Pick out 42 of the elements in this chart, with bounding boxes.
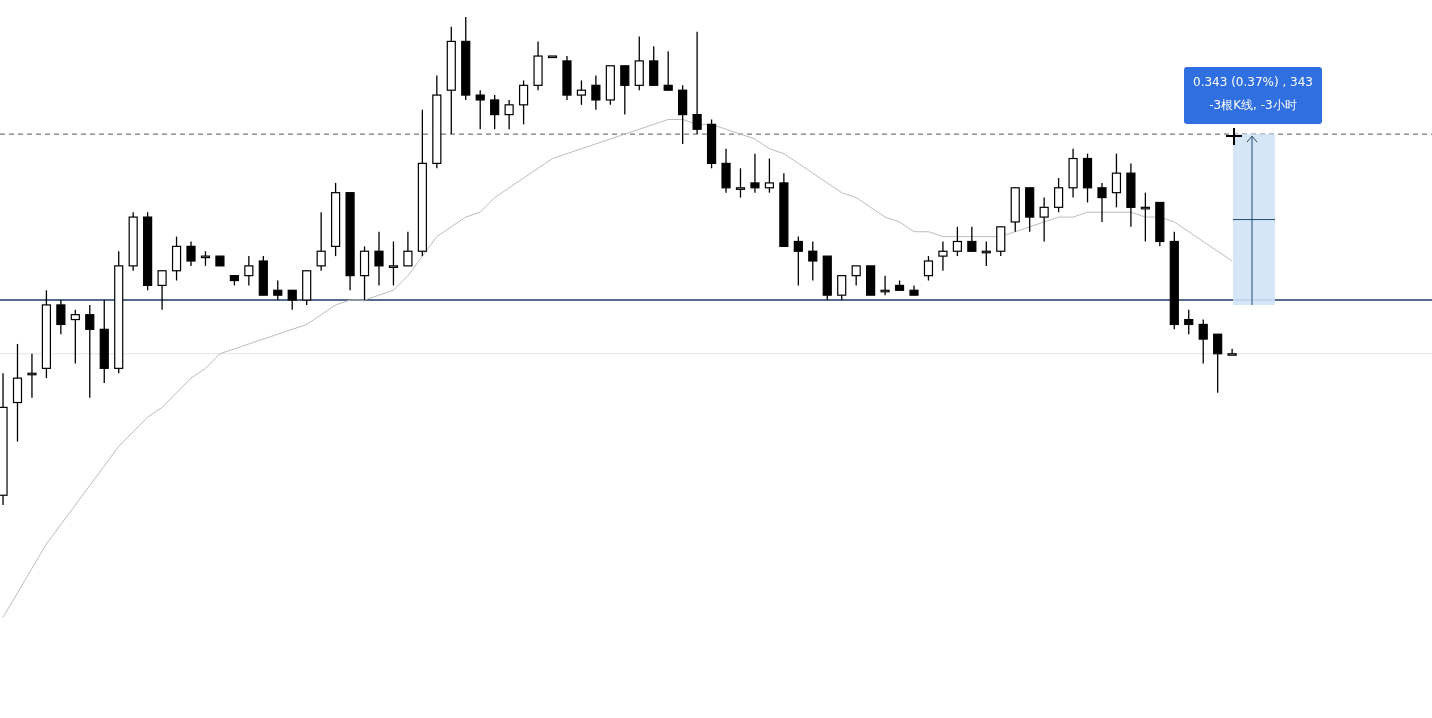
candlestick: [692, 30, 702, 135]
candlestick: [764, 157, 775, 194]
candlestick: [388, 240, 399, 287]
candlestick: [938, 240, 948, 272]
candlestick: [576, 79, 587, 106]
candlestick: [923, 255, 934, 282]
candlestick: [1111, 152, 1122, 208]
candlestick: [316, 211, 326, 272]
candlestick: [403, 231, 413, 267]
candlestick: [287, 289, 297, 311]
candlestick: [518, 79, 529, 126]
candlestick: [793, 235, 803, 287]
candlestick: [952, 226, 962, 257]
candlestick: [374, 231, 384, 287]
candlestick: [663, 50, 673, 91]
candlestick: [244, 255, 254, 287]
candlestick: [475, 89, 485, 130]
candlestick: [967, 226, 977, 252]
candlestick: [1097, 182, 1107, 223]
annotation: -3根K线, -3小时: [1209, 98, 1297, 112]
candlestick: [750, 152, 760, 194]
candlestick: [504, 99, 514, 130]
candlestick: [490, 94, 500, 130]
candlestick: [620, 65, 630, 116]
candlestick: [1184, 309, 1194, 335]
candlestick: [808, 240, 818, 282]
candlestick: [837, 274, 847, 301]
candlestick: [735, 167, 746, 199]
candlestick: [85, 304, 95, 399]
candlestick: [186, 240, 196, 267]
candlestick: [591, 74, 601, 111]
candlestick: [273, 279, 283, 301]
candlestick: [1039, 196, 1049, 243]
candlestick: [157, 270, 167, 311]
candlestick: [1054, 177, 1064, 213]
candlestick: [56, 299, 66, 335]
candlestick: [1227, 348, 1237, 356]
candlestick: [1213, 333, 1223, 394]
candlestick: [1198, 318, 1208, 365]
candlestick: [70, 309, 80, 365]
annotation: 0.343 (0.37%) , 343: [1193, 75, 1313, 89]
candlestick: [851, 265, 861, 287]
